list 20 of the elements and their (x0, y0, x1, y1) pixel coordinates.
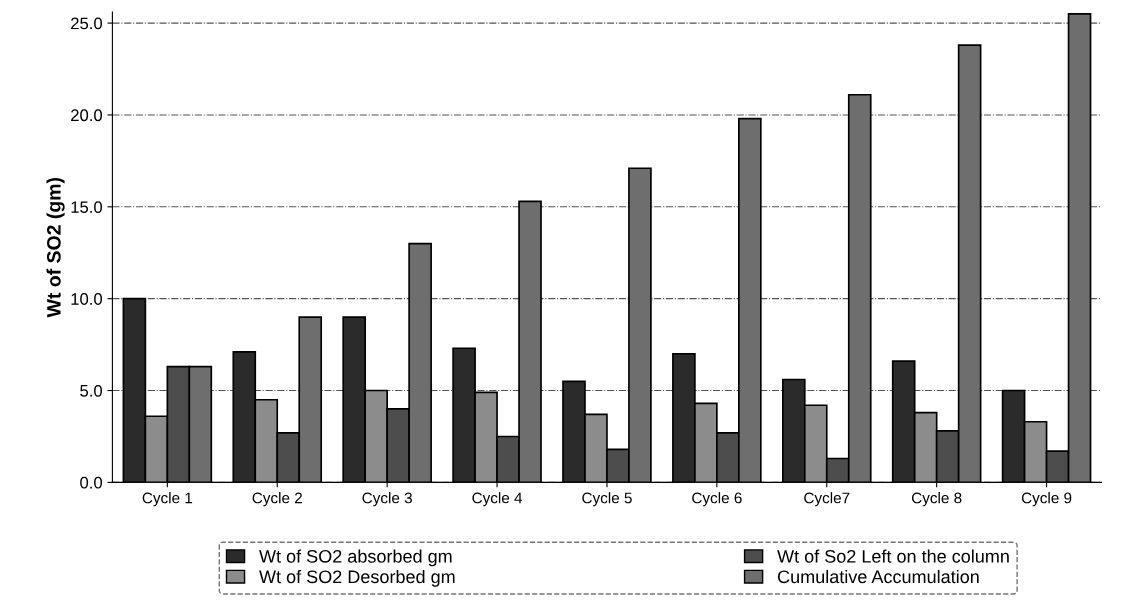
legend-label: Wt of SO2 absorbed gm (259, 549, 452, 567)
y-tick-label: 5.0 (80, 384, 103, 397)
y-tick-label: 15.0 (71, 201, 103, 214)
y-tick-label: 10.0 (71, 293, 103, 305)
x-tick-label: Cycle7 (804, 492, 850, 507)
x-tick-label: Cycle 3 (362, 492, 412, 507)
y-tick-label: 0.0 (80, 476, 103, 489)
legend-label: Wt of SO2 Desorbed gm (259, 569, 455, 587)
y-tick-label: 20.0 (71, 109, 103, 122)
x-tick-label: Cycle 8 (911, 492, 962, 507)
legend-label: Wt of So2 Left on the column (777, 549, 1009, 563)
legend-label: Cumulative Accumulation (777, 569, 979, 584)
x-tick-label: Cycle 1 (142, 492, 193, 507)
y-tick-label: 25.0 (71, 17, 103, 30)
y-axis-title: Wt of SO2 (gm) (46, 177, 65, 318)
x-tick-label: Cycle 4 (472, 492, 523, 507)
x-tick-label: Cycle 6 (692, 492, 742, 507)
x-tick-label: Cycle 5 (582, 492, 632, 507)
x-tick-label: Cycle 2 (252, 492, 302, 507)
x-tick-label: Cycle 9 (1021, 492, 1072, 507)
